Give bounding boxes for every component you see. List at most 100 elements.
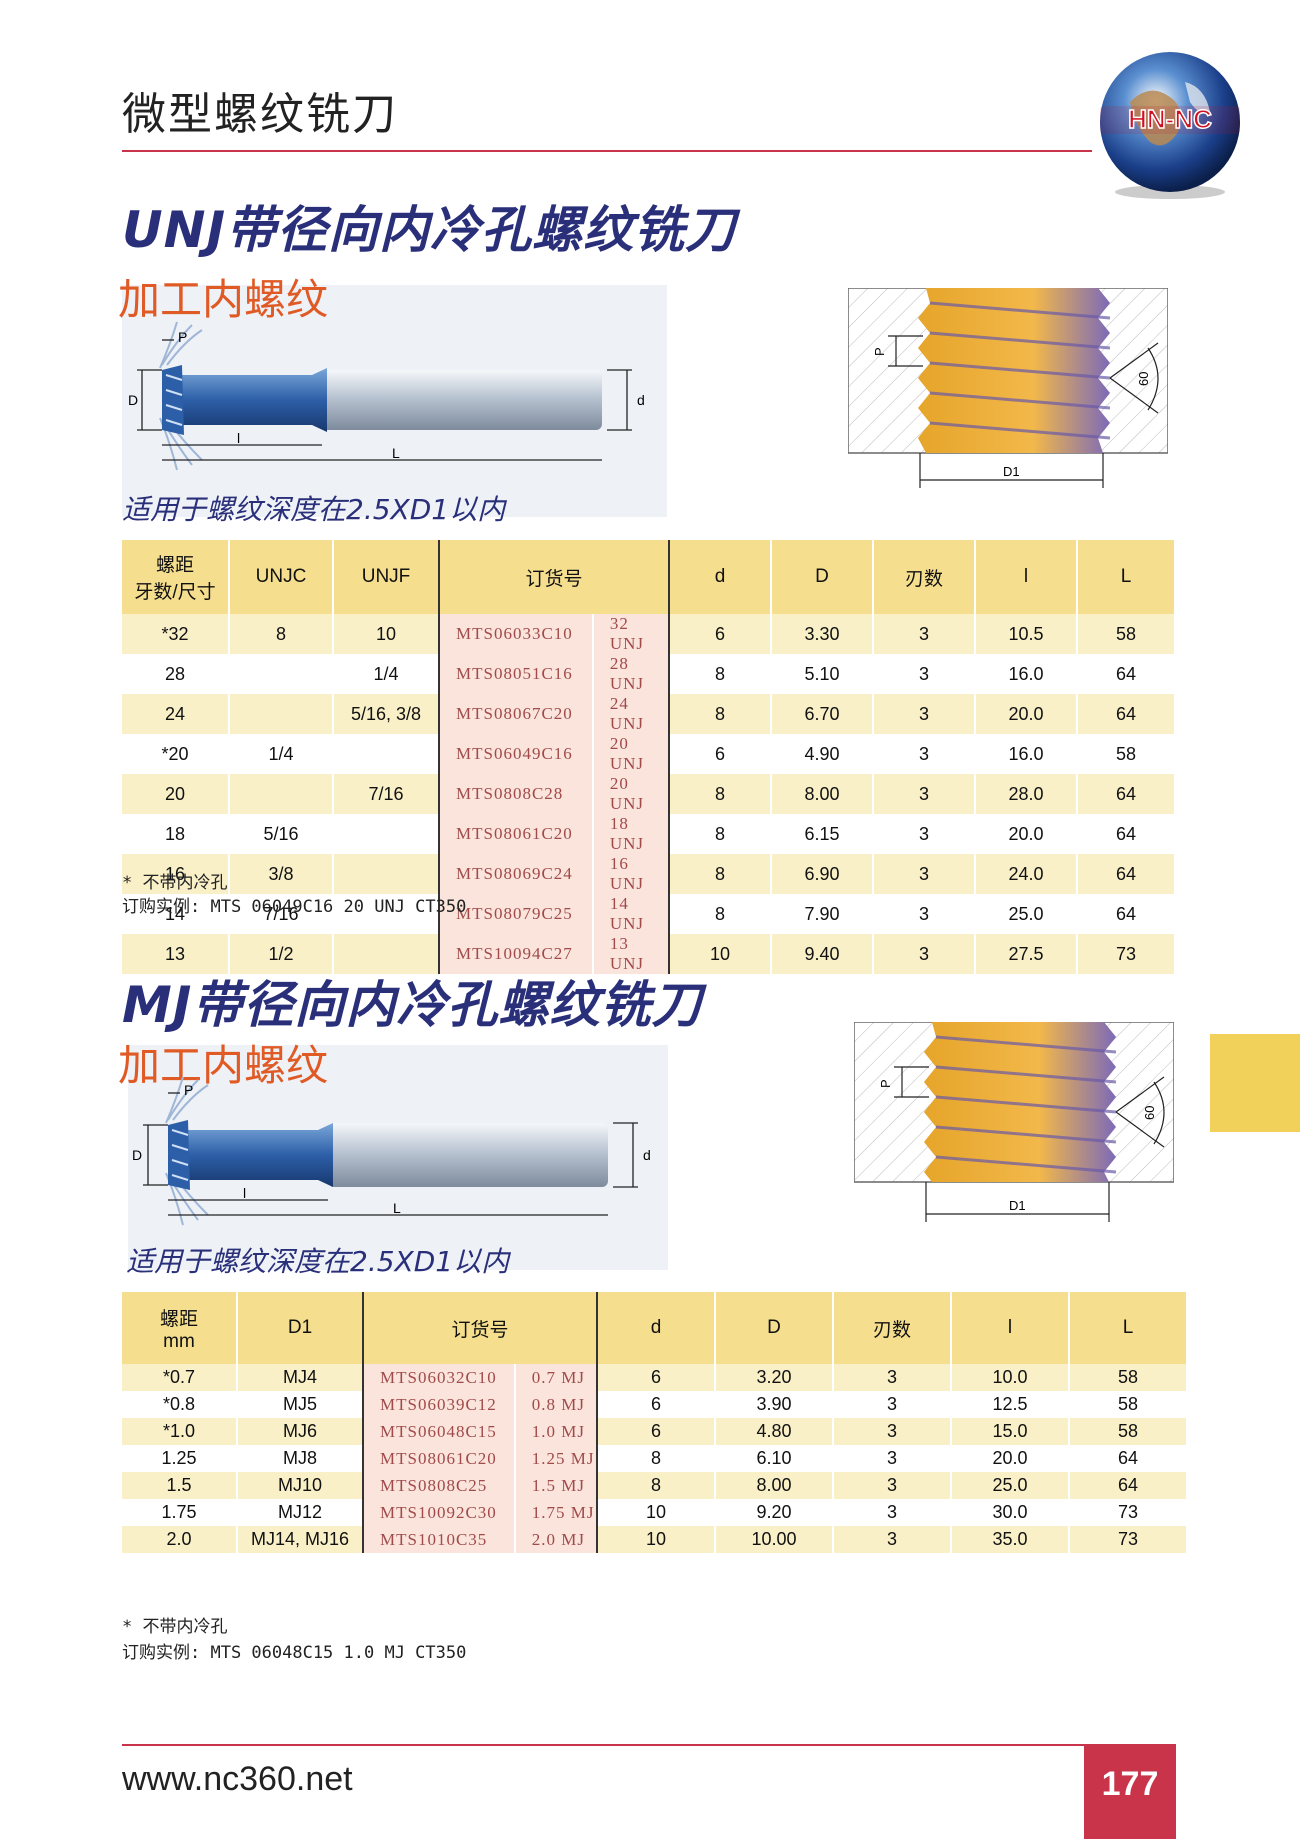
unj-shank — [322, 370, 602, 430]
mj-cell: 2.0 — [122, 1526, 238, 1553]
mj-cell: MJ12 — [237, 1499, 364, 1526]
unj-cell: 58 — [1077, 614, 1176, 654]
mj-header-pitch: 螺距 mm — [122, 1292, 238, 1364]
mj-cell: 73 — [1069, 1499, 1188, 1526]
mj-cell: 30.0 — [951, 1499, 1070, 1526]
unj-header-order-no: 订货号 — [439, 540, 670, 614]
unj-cell: 16.0 — [975, 734, 1078, 774]
mj-cell: 2.0 MJ — [514, 1526, 599, 1553]
mj-cell: 0.7 MJ — [514, 1364, 599, 1391]
mj-cell: 3.90 — [715, 1391, 834, 1418]
mj-cell: 1.0 MJ — [514, 1418, 599, 1445]
footer-url[interactable]: www.nc360.net — [122, 1760, 353, 1798]
unj-cell: MTS10094C27 — [439, 934, 594, 974]
mj-cell: MTS10092C30 — [363, 1499, 516, 1526]
mj-header-d: d — [597, 1292, 716, 1364]
unj-header-unjf: UNJF — [333, 540, 440, 614]
unj-cell: 28 — [122, 654, 230, 694]
unj-spec-table: 螺距 牙数/尺寸 UNJC UNJF 订货号 d D 刃数 l L *32 8 10 M… — [122, 540, 1176, 974]
mj-header-flutes: 刃数 — [833, 1292, 952, 1364]
mj-cell: 1.5 — [122, 1472, 238, 1499]
unj-cell: 64 — [1077, 654, 1176, 694]
mj-cell: 3 — [833, 1472, 952, 1499]
unj-thread-diagram: P 60 D1 — [848, 288, 1168, 488]
unj-cell: 24 UNJ — [592, 694, 671, 734]
unj-cell: 24.0 — [975, 854, 1078, 894]
mj-cell: MJ6 — [237, 1418, 364, 1445]
unj-note-no-coolant: * 不带内冷孔 — [122, 873, 228, 893]
unj-cell: 32 UNJ — [592, 614, 671, 654]
unj-cell: MTS08051C16 — [439, 654, 594, 694]
unj-cell: 58 — [1077, 734, 1176, 774]
unj-cell: 28 UNJ — [592, 654, 671, 694]
unj-table-row: 24 5/16, 3/8 MTS08067C20 24 UNJ 8 6.70 3 20.0 64 — [122, 694, 1176, 734]
mj-section-title: MJ带径向内冷孔螺纹铣刀 — [122, 976, 703, 1034]
unj-cell: 9.40 — [771, 934, 874, 974]
unj-cell: 10 — [669, 934, 772, 974]
unj-cell: 3 — [873, 814, 976, 854]
unj-cell: 27.5 — [975, 934, 1078, 974]
unj-cell: 64 — [1077, 694, 1176, 734]
mj-cell: 3 — [833, 1364, 952, 1391]
unj-cell: 64 — [1077, 854, 1176, 894]
unj-cell: 10.5 — [975, 614, 1078, 654]
mj-caption: 适用于螺纹深度在2.5XD1以内 — [126, 1245, 510, 1278]
unj-cell: 13 — [122, 934, 230, 974]
mj-cell: MTS0808C25 — [363, 1472, 516, 1499]
unj-thread-angle: 60 — [1136, 372, 1151, 386]
unj-cell: 28.0 — [975, 774, 1078, 814]
mj-cell: 4.80 — [715, 1418, 834, 1445]
unj-cell: 64 — [1077, 814, 1176, 854]
mj-cell: *1.0 — [122, 1418, 238, 1445]
mj-cell: 3 — [833, 1418, 952, 1445]
unj-cell: 73 — [1077, 934, 1176, 974]
unj-cell: MTS08061C20 — [439, 814, 594, 854]
unj-caption: 适用于螺纹深度在2.5XD1以内 — [122, 493, 506, 526]
mj-table-row: 2.0 MJ14, MJ16 MTS1010C35 2.0 MJ 10 10.00 3 35.… — [122, 1526, 1188, 1553]
unj-cell: *32 — [122, 614, 230, 654]
unj-cell: 5/16, 3/8 — [333, 694, 440, 734]
unj-cell: 5/16 — [229, 814, 334, 854]
mj-cell: 10.00 — [715, 1526, 834, 1553]
mj-cell: 1.5 MJ — [514, 1472, 599, 1499]
mj-cell: 1.75 MJ — [514, 1499, 599, 1526]
unj-cell: 6.90 — [771, 854, 874, 894]
mj-cell: 8 — [597, 1445, 716, 1472]
unj-table-row: *32 8 10 MTS06033C10 32 UNJ 6 3.30 3 10.5 58 — [122, 614, 1176, 654]
unj-header-d: d — [669, 540, 772, 614]
unj-cell: 3 — [873, 934, 976, 974]
mj-cell: 73 — [1069, 1526, 1188, 1553]
unj-cell: 3 — [873, 654, 976, 694]
mj-table-row: *1.0 MJ6 MTS06048C15 1.0 MJ 6 4.80 3 15.0 58 — [122, 1418, 1188, 1445]
mj-cell: 64 — [1069, 1472, 1188, 1499]
unj-cell: 20.0 — [975, 694, 1078, 734]
unj-cell: 7/16 — [333, 774, 440, 814]
mj-cell: 3 — [833, 1499, 952, 1526]
mj-cell: MJ8 — [237, 1445, 364, 1472]
unj-cell: MTS08067C20 — [439, 694, 594, 734]
mj-neck — [176, 1123, 333, 1187]
unj-cell — [229, 694, 334, 734]
mj-cell: 9.20 — [715, 1499, 834, 1526]
mj-dim-d: d — [643, 1147, 651, 1163]
unj-cell: 3 — [873, 854, 976, 894]
unj-cell: 1/4 — [333, 654, 440, 694]
mj-thread-D1: D1 — [1009, 1198, 1026, 1213]
unj-cell — [333, 734, 440, 774]
unj-cell: 6 — [669, 614, 772, 654]
mj-thread-diagram: P 60 D1 — [854, 1022, 1174, 1222]
mj-cell: 10 — [597, 1526, 716, 1553]
unj-cell: 8 — [669, 894, 772, 934]
unj-cell: 20 UNJ — [592, 774, 671, 814]
unj-table-row: 18 5/16 MTS08061C20 18 UNJ 8 6.15 3 20.0 64 — [122, 814, 1176, 854]
mj-cell: MTS1010C35 — [363, 1526, 516, 1553]
mj-table-row: 1.25 MJ8 MTS08061C20 1.25 MJ 8 6.10 3 20.0 64 — [122, 1445, 1188, 1472]
unj-subtitle: 加工内螺纹 — [118, 275, 329, 324]
mj-subtitle: 加工内螺纹 — [118, 1041, 329, 1090]
unj-thread-P: P — [872, 347, 887, 356]
unj-section-title: UNJ带径向内冷孔螺纹铣刀 — [122, 201, 737, 259]
unj-cell: 7/16 — [229, 894, 334, 934]
mj-dim-D: D — [132, 1147, 142, 1163]
mj-header-D1: D1 — [237, 1292, 364, 1364]
unj-order-example: 订购实例: MTS 06049C16 20 UNJ CT350 — [122, 897, 467, 917]
